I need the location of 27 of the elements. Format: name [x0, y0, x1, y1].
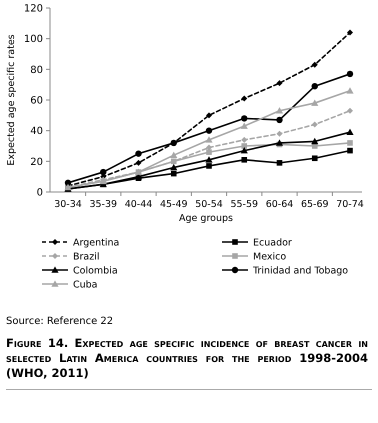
y-tick-label: 120	[24, 4, 43, 14]
x-tick-label: 50-54	[195, 199, 223, 210]
legend-label: Brazil	[73, 251, 100, 262]
legend-label: Colombia	[73, 265, 118, 276]
x-tick-label: 40-44	[124, 199, 152, 210]
legend-label: Trinidad and Tobago	[252, 265, 348, 276]
x-tick-label: 60-64	[266, 199, 294, 210]
text: Figure 14. Expected age specific incidence of breast cancer in selected Latin America countries for the period 1998-2004 (WHO, 2011)	[5, 335, 369, 382]
x-tick-label: 55-59	[230, 199, 258, 210]
legend-label: Ecuador	[253, 237, 292, 248]
x-tick-label: 65-69	[300, 199, 329, 210]
y-axis-title: Expected age specific rates	[6, 34, 17, 166]
legend-label: Argentina	[73, 237, 120, 248]
y-tick-label: 100	[24, 34, 43, 46]
y-tick-label: 60	[30, 96, 43, 106]
y-tick-label: 80	[30, 64, 43, 76]
y-tick-label: 40	[30, 126, 43, 138]
legend-label: Mexico	[253, 251, 286, 262]
y-tick-label: 20	[30, 156, 43, 168]
legend-label: Cuba	[73, 279, 98, 290]
source-note: Source: Reference 22	[6, 316, 114, 327]
x-tick-label: 35-39	[89, 199, 118, 210]
x-tick-label: 30-34	[54, 199, 82, 210]
x-axis-title: Age groups	[179, 213, 234, 224]
x-tick-label: 70-74	[336, 199, 364, 210]
y-tick-label: 0	[36, 188, 43, 198]
x-tick-label: 45-49	[160, 199, 188, 210]
